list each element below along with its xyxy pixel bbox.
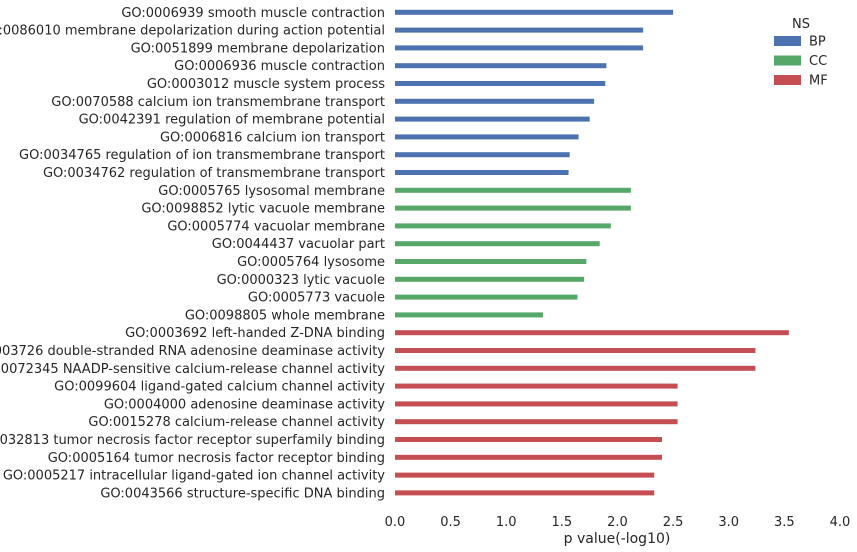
bar bbox=[395, 187, 631, 193]
bar bbox=[395, 116, 590, 122]
bar bbox=[395, 152, 570, 158]
category-labels: GO:0006939 smooth muscle contraction GO:0… bbox=[0, 6, 385, 502]
bar bbox=[395, 98, 595, 104]
category-label: GO:0003012 muscle system process bbox=[147, 77, 385, 92]
bar bbox=[395, 276, 585, 282]
legend-entry-label: CC bbox=[809, 54, 827, 69]
category-label: GO:0000323 lytic vacuole bbox=[217, 273, 385, 288]
legend-entry-label: MF bbox=[809, 74, 828, 89]
category-label: GO:0043566 structure-specific DNA bindin… bbox=[100, 486, 385, 501]
legend-title: NS bbox=[792, 17, 810, 32]
x-axis: 0.0 0.5 1.0 1.5 2.0 2.5 3.0 3.5 4.0 bbox=[385, 515, 851, 530]
bar bbox=[395, 437, 662, 442]
x-tick-label: 0.0 bbox=[385, 515, 406, 530]
bar bbox=[395, 81, 606, 86]
bar bbox=[395, 27, 644, 33]
x-tick-label: 1.0 bbox=[496, 515, 517, 530]
category-label: GO:0004000 adenosine deaminase activity bbox=[104, 397, 385, 412]
x-tick-label: 2.0 bbox=[607, 515, 628, 530]
bar bbox=[395, 348, 756, 353]
category-label: GO:0098805 whole membrane bbox=[185, 308, 385, 323]
category-label: GO:0070588 calcium ion transmembrane tra… bbox=[51, 95, 385, 110]
bar bbox=[395, 45, 644, 51]
category-label: GO:0005774 vacuolar membrane bbox=[167, 219, 385, 234]
bar bbox=[395, 63, 607, 69]
category-label: GO:0086010 membrane depolarization durin… bbox=[0, 24, 385, 39]
category-label: GO:0003726 double-stranded RNA adenosine… bbox=[0, 344, 385, 359]
bar bbox=[395, 205, 631, 211]
legend-swatch bbox=[774, 36, 801, 46]
category-label: GO:0005217 intracellular ligand-gated io… bbox=[3, 469, 385, 484]
bar bbox=[395, 294, 578, 300]
legend: NS BP CC MF bbox=[774, 17, 828, 89]
category-label: GO:0034762 regulation of transmembrane t… bbox=[43, 166, 385, 181]
category-label: GO:0015278 calcium-release channel activ… bbox=[88, 415, 385, 430]
bars-layer bbox=[395, 9, 789, 496]
category-label: GO:0006936 muscle contraction bbox=[174, 59, 385, 74]
legend-entry-label: BP bbox=[809, 35, 826, 50]
bar bbox=[395, 472, 655, 478]
category-label: GO:0005765 lysosomal membrane bbox=[158, 184, 385, 199]
bar bbox=[395, 170, 569, 175]
bar bbox=[395, 365, 756, 371]
bar bbox=[395, 9, 674, 15]
bar bbox=[395, 454, 662, 460]
category-label: GO:0072345 NAADP-sensitive calcium-relea… bbox=[0, 362, 385, 377]
x-tick-label: 4.0 bbox=[830, 515, 851, 530]
x-tick-label: 2.5 bbox=[663, 515, 684, 530]
category-label: GO:0042391 regulation of membrane potent… bbox=[79, 113, 385, 128]
category-label: GO:0005764 lysosome bbox=[237, 255, 385, 270]
bar bbox=[395, 134, 579, 140]
legend-swatch bbox=[774, 75, 801, 85]
category-label: GO:0098852 lytic vacuole membrane bbox=[141, 202, 385, 217]
category-label: GO:0003692 left-handed Z-DNA binding bbox=[125, 326, 385, 341]
bar bbox=[395, 312, 543, 318]
bar bbox=[395, 401, 678, 407]
category-label: GO:0006816 calcium ion transport bbox=[160, 130, 385, 145]
bar bbox=[395, 241, 600, 247]
x-axis-label: p value(-log10) bbox=[564, 531, 671, 547]
x-tick-label: 0.5 bbox=[440, 515, 461, 530]
category-label: GO:0051899 membrane depolarization bbox=[131, 41, 385, 56]
bar bbox=[395, 223, 611, 229]
category-label: GO:0034765 regulation of ion transmembra… bbox=[19, 148, 385, 163]
category-label: GO:0099604 ligand-gated calcium channel … bbox=[54, 380, 385, 395]
bar bbox=[395, 490, 655, 496]
category-label: GO:0005164 tumor necrosis factor recepto… bbox=[48, 451, 385, 466]
bar bbox=[395, 419, 678, 425]
legend-swatch bbox=[774, 55, 801, 66]
category-label: GO:0005773 vacuole bbox=[248, 291, 385, 306]
x-tick-label: 3.0 bbox=[718, 515, 739, 530]
bar bbox=[395, 383, 678, 389]
x-tick-label: 1.5 bbox=[552, 515, 573, 530]
x-tick-label: 3.5 bbox=[774, 515, 795, 530]
bar bbox=[395, 330, 789, 336]
bar bbox=[395, 259, 587, 264]
category-label: GO:0044437 vacuolar part bbox=[212, 237, 385, 252]
category-label: GO:0006939 smooth muscle contraction bbox=[121, 6, 385, 21]
category-label: GO:0032813 tumor necrosis factor recepto… bbox=[0, 433, 385, 448]
